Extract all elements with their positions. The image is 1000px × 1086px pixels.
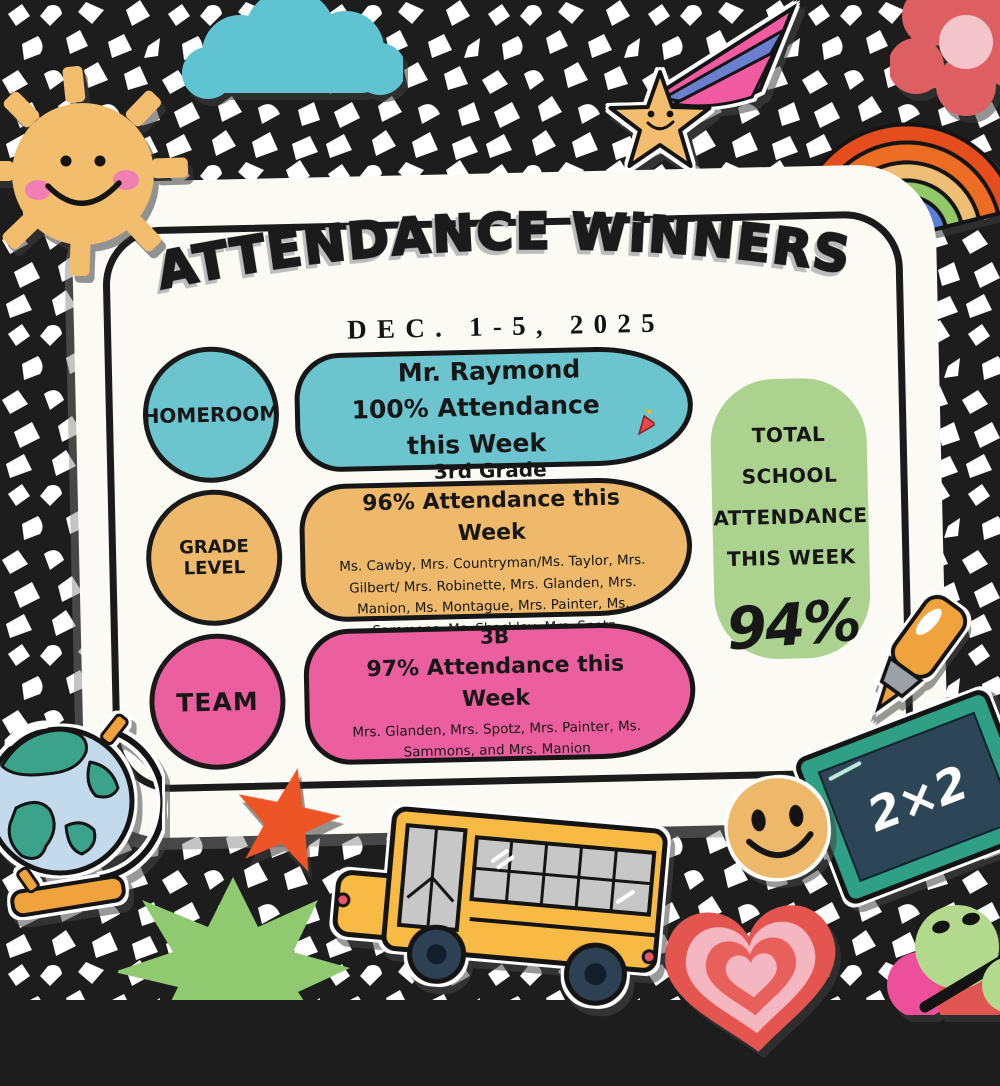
highlighter-icon	[810, 551, 1000, 763]
team-label: TEAM	[175, 686, 259, 718]
school-bus-icon	[321, 773, 688, 1017]
shooting-star-icon	[608, 2, 798, 168]
chalkboard-icon: 2×2	[768, 648, 1000, 955]
total-line-3: ATTENDANCE	[713, 502, 868, 531]
caterpillar-icon	[887, 905, 1000, 1015]
homeroom-label: HOMEROOM	[142, 401, 280, 429]
team-teachers: Mrs. Glanden, Mrs. Spotz, Mrs. Painter, …	[352, 717, 642, 761]
team-winner-stat: 97% Attendance this Week	[366, 651, 625, 713]
team-winner-pill: 3B 97% Attendance this Week Mrs. Glanden…	[302, 620, 697, 766]
party-popper-icon	[637, 408, 657, 436]
grade-level-winner-name: 3rd Grade	[433, 457, 547, 485]
sun-icon	[0, 66, 189, 277]
total-line-4: THIS WEEK	[726, 544, 856, 572]
cloud-icon	[182, 0, 403, 99]
svg-text:ATTENDANCE WiNNERS: ATTENDANCE WiNNERS	[152, 195, 857, 301]
homeroom-winner-stat: 100% Attendance this Week	[351, 390, 601, 460]
total-attendance-box: TOTAL SCHOOL ATTENDANCE THIS WEEK 94%	[709, 376, 872, 663]
team-winner-name: 3B	[479, 624, 510, 649]
orange-star-icon	[214, 749, 360, 898]
total-line-2: SCHOOL	[741, 462, 838, 489]
grade-level-winner-stat: 96% Attendance this Week	[361, 485, 621, 547]
total-line-1: TOTAL	[751, 421, 826, 448]
green-starburst-icon	[118, 877, 350, 1000]
grade-level-label: GRADE LEVEL	[178, 535, 250, 580]
homeroom-winner-name: Mr. Raymond	[397, 354, 581, 388]
poster-title: ATTENDANCE WiNNERS	[150, 194, 858, 302]
grade-level-winner-pill: 3rd Grade 96% Attendance this Week Ms. C…	[298, 458, 694, 639]
flower-icon	[890, 0, 1000, 116]
globe-icon	[0, 713, 162, 918]
smiley-face-icon	[713, 763, 845, 898]
homeroom-winner-pill: Mr. Raymond 100% Attendance this Week	[293, 344, 695, 473]
poster-card: ATTENDANCE WiNNERS DEC. 1-5, 2025 HOMERO…	[70, 163, 950, 840]
